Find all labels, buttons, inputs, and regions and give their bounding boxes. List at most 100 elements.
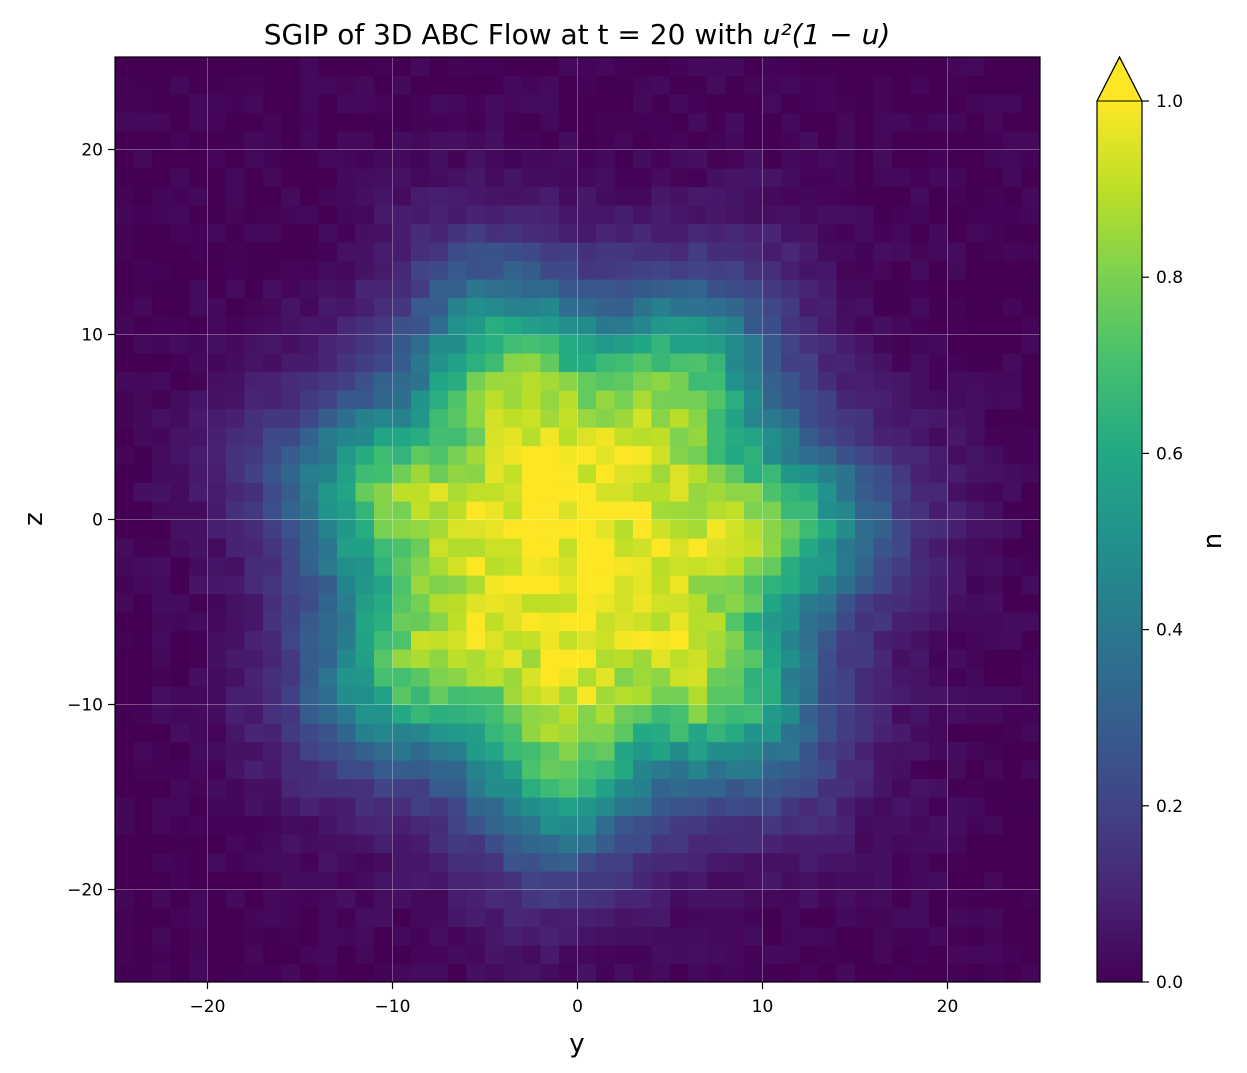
heatmap-cell (744, 445, 764, 465)
heatmap-cell (392, 760, 412, 780)
heatmap-cell (152, 649, 172, 669)
heatmap-cell (1021, 519, 1040, 539)
heatmap-cell (374, 704, 394, 724)
heatmap-cell (892, 593, 912, 613)
heatmap-cell (226, 667, 246, 687)
heatmap-cell (300, 131, 320, 151)
heatmap-cell (337, 519, 357, 539)
heatmap-cell (522, 926, 542, 946)
heatmap-cell (707, 168, 727, 188)
heatmap-cell (392, 667, 412, 687)
heatmap-cell (318, 723, 338, 743)
heatmap-cell (448, 612, 468, 632)
heatmap-cell (707, 704, 727, 724)
heatmap-cell (207, 501, 227, 521)
heatmap-cell (226, 371, 246, 391)
heatmap-cell (522, 464, 542, 484)
heatmap-cell (207, 778, 227, 798)
heatmap-cell (855, 741, 875, 761)
heatmap-cell (873, 186, 893, 206)
heatmap-cell (688, 168, 708, 188)
heatmap-cell (799, 630, 819, 650)
heatmap-cell (614, 871, 634, 891)
heatmap-cell (614, 834, 634, 854)
heatmap-cell (485, 390, 505, 410)
heatmap-cell (503, 260, 523, 280)
heatmap-cell (799, 427, 819, 447)
heatmap-cell (651, 667, 671, 687)
heatmap-cell (836, 815, 856, 835)
heatmap-cell (337, 168, 357, 188)
heatmap-cell (392, 149, 412, 169)
heatmap-cell (115, 667, 135, 687)
heatmap-cell (170, 57, 190, 77)
heatmap-cell (910, 815, 930, 835)
heatmap-cell (1003, 963, 1023, 982)
heatmap-cell (577, 667, 597, 687)
heatmap-cell (392, 297, 412, 317)
heatmap-cell (522, 889, 542, 909)
heatmap-cell (633, 168, 653, 188)
heatmap-cell (577, 112, 597, 132)
heatmap-cell (503, 427, 523, 447)
heatmap-cell (577, 242, 597, 262)
heatmap-cell (799, 797, 819, 817)
heatmap-cell (189, 649, 209, 669)
heatmap-cell (466, 223, 486, 243)
colorbar-ticks: 0.00.20.40.60.81.0 (1142, 92, 1183, 993)
heatmap-cell (207, 316, 227, 336)
heatmap-cell (873, 797, 893, 817)
heatmap-cell (429, 963, 449, 982)
heatmap-cell (781, 427, 801, 447)
heatmap-cell (873, 408, 893, 428)
heatmap-cell (725, 612, 745, 632)
heatmap-cell (115, 279, 135, 299)
heatmap-cell (707, 371, 727, 391)
heatmap-cell (133, 482, 153, 502)
heatmap-cell (429, 242, 449, 262)
heatmap-cell (836, 871, 856, 891)
heatmap-cell (522, 667, 542, 687)
heatmap-cell (170, 445, 190, 465)
heatmap-cell (337, 871, 357, 891)
heatmap-cell (651, 519, 671, 539)
heatmap-cell (503, 908, 523, 928)
heatmap-cell (281, 593, 301, 613)
heatmap-cell (633, 871, 653, 891)
heatmap-cell (318, 260, 338, 280)
heatmap-cell (392, 205, 412, 225)
heatmap-cell (466, 371, 486, 391)
heatmap-cell (614, 242, 634, 262)
heatmap-cell (947, 186, 967, 206)
heatmap-cell (688, 741, 708, 761)
heatmap-cell (466, 834, 486, 854)
heatmap-cell (596, 445, 616, 465)
heatmap-cell (707, 297, 727, 317)
heatmap-cell (910, 519, 930, 539)
heatmap-cell (115, 945, 135, 965)
heatmap-cell (337, 556, 357, 576)
heatmap-cell (910, 427, 930, 447)
heatmap-cell (263, 112, 283, 132)
heatmap-cell (392, 593, 412, 613)
heatmap-cell (263, 371, 283, 391)
heatmap-cell (244, 112, 264, 132)
heatmap-cell (374, 686, 394, 706)
heatmap-cell (799, 334, 819, 354)
heatmap-cell (337, 852, 357, 872)
heatmap-cell (115, 168, 135, 188)
heatmap-cell (762, 390, 782, 410)
heatmap-cell (355, 464, 375, 484)
heatmap-cell (337, 223, 357, 243)
heatmap-cell (818, 593, 838, 613)
heatmap-cell (966, 945, 986, 965)
heatmap-cell (910, 575, 930, 595)
heatmap-cell (263, 871, 283, 891)
heatmap-cell (577, 223, 597, 243)
heatmap-cell (355, 242, 375, 262)
heatmap-cell (596, 316, 616, 336)
heatmap-cell (337, 667, 357, 687)
heatmap-cell (744, 871, 764, 891)
heatmap-cell (762, 482, 782, 502)
heatmap-cell (244, 186, 264, 206)
